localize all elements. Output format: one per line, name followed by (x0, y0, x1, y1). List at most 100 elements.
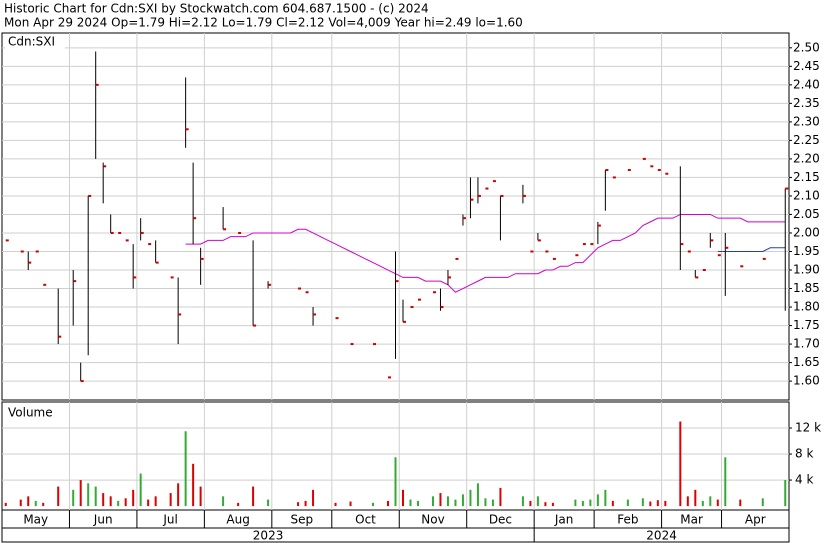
y-tick-label: 1.85 (793, 281, 820, 295)
volume-bar (446, 496, 449, 507)
volume-bar (147, 499, 150, 507)
x-tick-label: Jul (162, 513, 177, 527)
volume-bar (416, 500, 419, 507)
moving-average (717, 247, 786, 252)
x-tick-label: Jun (93, 513, 113, 527)
year-label: 2023 (253, 529, 284, 543)
moving-average (185, 213, 786, 293)
y-tick-label: 2.30 (793, 114, 820, 128)
volume-bar (611, 500, 614, 507)
x-tick-label: May (23, 513, 48, 527)
volume-bar (19, 499, 22, 507)
volume-bar (102, 493, 105, 507)
volume-bar (252, 486, 255, 507)
year-strip (1, 527, 790, 543)
volume-bar (724, 457, 727, 507)
volume-bar (27, 496, 30, 507)
x-tick-label: Oct (355, 513, 376, 527)
volume-bar (596, 494, 599, 507)
volume-label: Volume (8, 406, 53, 420)
volume-bar (544, 502, 547, 507)
year-label: 2024 (646, 529, 677, 543)
volume-bar (117, 500, 120, 507)
volume-bar (469, 489, 472, 507)
x-tick-label: Aug (226, 513, 249, 527)
volume-bar (304, 500, 307, 507)
volume-bar (604, 489, 607, 507)
volume-bar (87, 483, 90, 507)
y-tick-label: 8 k (795, 447, 813, 461)
volume-bar (237, 502, 240, 507)
y-tick-label: 1.80 (793, 300, 820, 314)
volume-bar (312, 489, 315, 507)
y-tick-label: 2.15 (793, 170, 820, 184)
volume-bar (574, 499, 577, 507)
volume-bar (476, 483, 479, 507)
x-tick-label: Jan (554, 513, 574, 527)
volume-bar (664, 500, 667, 507)
volume-bar (109, 496, 112, 507)
volume-bar (461, 494, 464, 507)
x-tick-label: Apr (745, 513, 766, 527)
volume-bar (649, 501, 652, 507)
volume-bar (529, 500, 532, 507)
volume-bar (656, 500, 659, 507)
volume-bar (372, 502, 375, 507)
volume-bar (739, 499, 742, 507)
y-tick-label: 4 k (795, 473, 813, 487)
y-tick-label: 2.10 (793, 188, 820, 202)
y-tick-label: 2.45 (793, 59, 820, 73)
volume-bar (499, 487, 502, 507)
y-tick-label: 12 k (795, 421, 821, 435)
volume-bar (694, 489, 697, 507)
y-tick-label: 2.25 (793, 133, 820, 147)
y-tick-label: 1.70 (793, 337, 820, 351)
volume-bar (491, 499, 494, 507)
volume-bar (79, 480, 82, 507)
volume-bar (784, 480, 787, 507)
legend-box (5, 34, 65, 49)
volume-bar (431, 496, 434, 507)
volume-bar (409, 499, 412, 507)
volume-bar (349, 501, 352, 507)
volume-bar (521, 496, 524, 507)
price-panel (1, 32, 790, 401)
volume-bar (589, 499, 592, 507)
volume-bar (709, 496, 712, 507)
x-tick-label: Mar (680, 513, 703, 527)
y-tick-label: 1.95 (793, 244, 820, 258)
x-tick-label: Dec (489, 513, 512, 527)
volume-bar (4, 502, 7, 507)
x-tick-label: Feb (617, 513, 638, 527)
volume-bar (334, 502, 337, 507)
volume-bar (387, 500, 390, 507)
x-tick-label: Nov (421, 513, 444, 527)
volume-bar (641, 498, 644, 507)
volume-bar (154, 496, 157, 507)
volume-bar (297, 502, 300, 507)
volume-bar (551, 502, 554, 507)
volume-bar (484, 498, 487, 507)
volume-bar (177, 483, 180, 507)
volume-bar (192, 463, 195, 507)
y-tick-label: 2.00 (793, 225, 820, 239)
chart-subtitle: Mon Apr 29 2024 Op=1.79 Hi=2.12 Lo=1.79 … (4, 16, 523, 30)
volume-bar (199, 486, 202, 507)
volume-bar (42, 502, 45, 507)
volume-bar (701, 500, 704, 507)
y-tick-label: 2.20 (793, 151, 820, 165)
plot: 1.60 1.65 1.70 1.75 1.80 1.85 1.90 1.95 2.00 2.05… (2, 33, 821, 543)
volume-bar (94, 486, 97, 507)
volume-bar (401, 489, 404, 507)
y-tick-label: 2.35 (793, 96, 820, 110)
volume-bar (139, 473, 142, 507)
y-tick-label: 1.90 (793, 263, 820, 277)
volume-bar (169, 493, 172, 507)
volume-bar (132, 489, 135, 507)
volume-bar (124, 498, 127, 507)
volume-bar (536, 496, 539, 507)
volume-bar (57, 486, 60, 507)
volume-bar (439, 493, 442, 507)
